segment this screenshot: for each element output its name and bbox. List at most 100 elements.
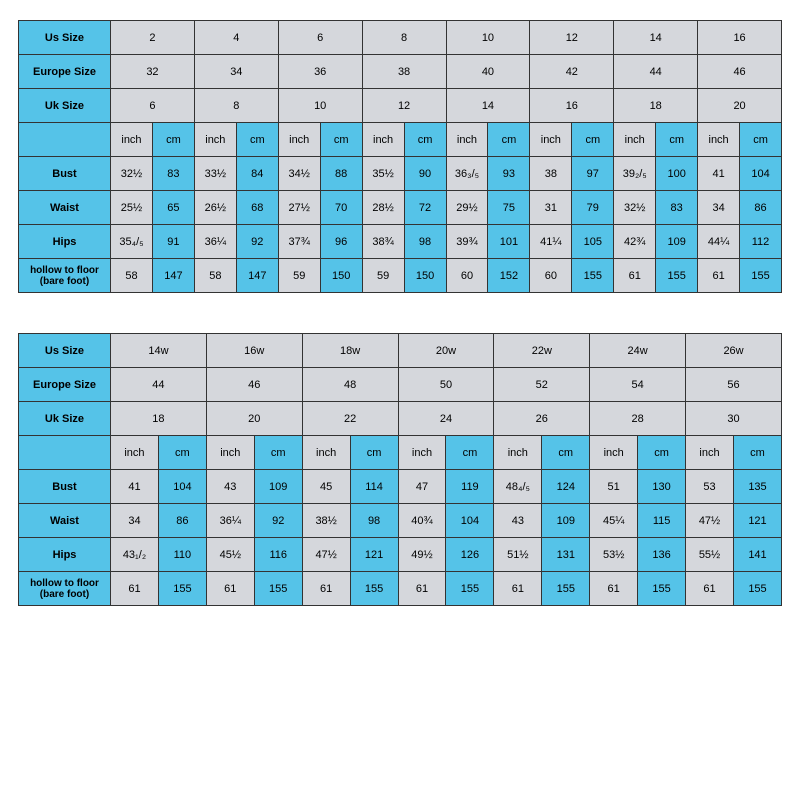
- value-inch: 35½: [362, 157, 404, 191]
- value-cm: 104: [446, 504, 494, 538]
- unit-cm-header: cm: [733, 436, 781, 470]
- value-cm: 97: [572, 157, 614, 191]
- value-inch: 32½: [614, 191, 656, 225]
- value-cm: 130: [638, 470, 686, 504]
- value-cm: 88: [320, 157, 362, 191]
- value-cm: 135: [733, 470, 781, 504]
- value-cm: 121: [733, 504, 781, 538]
- value-inch: 41: [698, 157, 740, 191]
- value-cm: 109: [542, 504, 590, 538]
- value-cm: 109: [254, 470, 302, 504]
- row-label-eu: Europe Size: [19, 55, 111, 89]
- value-inch: 47: [398, 470, 446, 504]
- eu-size-cell: 42: [530, 55, 614, 89]
- uk-size-cell: 10: [278, 89, 362, 123]
- value-inch: 36₃/₅: [446, 157, 488, 191]
- value-inch: 35₄/₅: [111, 225, 153, 259]
- eu-size-cell: 48: [302, 368, 398, 402]
- unit-inch-header: inch: [590, 436, 638, 470]
- value-cm: 155: [656, 259, 698, 293]
- value-cm: 152: [488, 259, 530, 293]
- us-size-cell: 26w: [686, 334, 782, 368]
- value-inch: 58: [111, 259, 153, 293]
- row-label-bust: Bust: [19, 157, 111, 191]
- unit-inch-header: inch: [362, 123, 404, 157]
- value-cm: 150: [320, 259, 362, 293]
- unit-inch-header: inch: [398, 436, 446, 470]
- value-inch: 40¾: [398, 504, 446, 538]
- eu-size-cell: 44: [614, 55, 698, 89]
- value-inch: 41: [111, 470, 159, 504]
- value-inch: 61: [494, 572, 542, 606]
- value-inch: 45¼: [590, 504, 638, 538]
- value-cm: 119: [446, 470, 494, 504]
- value-cm: 84: [236, 157, 278, 191]
- value-cm: 155: [740, 259, 782, 293]
- unit-cm-header: cm: [254, 436, 302, 470]
- uk-size-cell: 28: [590, 402, 686, 436]
- eu-size-cell: 46: [206, 368, 302, 402]
- uk-size-cell: 30: [686, 402, 782, 436]
- value-inch: 51: [590, 470, 638, 504]
- value-inch: 61: [398, 572, 446, 606]
- row-label-uk: Uk Size: [19, 402, 111, 436]
- value-inch: 43₁/₂: [111, 538, 159, 572]
- value-inch: 37¾: [278, 225, 320, 259]
- unit-cm-header: cm: [320, 123, 362, 157]
- value-cm: 131: [542, 538, 590, 572]
- value-cm: 121: [350, 538, 398, 572]
- value-inch: 58: [194, 259, 236, 293]
- us-size-cell: 16: [698, 21, 782, 55]
- uk-size-cell: 26: [494, 402, 590, 436]
- eu-size-cell: 34: [194, 55, 278, 89]
- value-inch: 42¾: [614, 225, 656, 259]
- value-cm: 79: [572, 191, 614, 225]
- value-inch: 61: [614, 259, 656, 293]
- us-size-cell: 8: [362, 21, 446, 55]
- value-inch: 34: [698, 191, 740, 225]
- row-label-waist: Waist: [19, 191, 111, 225]
- value-inch: 38¾: [362, 225, 404, 259]
- eu-size-cell: 36: [278, 55, 362, 89]
- us-size-cell: 18w: [302, 334, 398, 368]
- value-inch: 26½: [194, 191, 236, 225]
- us-size-cell: 14: [614, 21, 698, 55]
- value-cm: 116: [254, 538, 302, 572]
- uk-size-cell: 18: [111, 402, 207, 436]
- us-size-cell: 10: [446, 21, 530, 55]
- unit-cm-header: cm: [656, 123, 698, 157]
- unit-inch-header: inch: [194, 123, 236, 157]
- eu-size-cell: 38: [362, 55, 446, 89]
- value-cm: 114: [350, 470, 398, 504]
- unit-inch-header: inch: [530, 123, 572, 157]
- value-inch: 60: [530, 259, 572, 293]
- value-cm: 136: [638, 538, 686, 572]
- row-label-us: Us Size: [19, 334, 111, 368]
- us-size-cell: 24w: [590, 334, 686, 368]
- uk-size-cell: 20: [206, 402, 302, 436]
- value-inch: 51½: [494, 538, 542, 572]
- unit-cm-header: cm: [236, 123, 278, 157]
- unit-inch-header: inch: [278, 123, 320, 157]
- unit-cm-header: cm: [638, 436, 686, 470]
- value-cm: 96: [320, 225, 362, 259]
- unit-cm-header: cm: [488, 123, 530, 157]
- value-inch: 43: [494, 504, 542, 538]
- us-size-cell: 20w: [398, 334, 494, 368]
- unit-cm-header: cm: [572, 123, 614, 157]
- uk-size-cell: 16: [530, 89, 614, 123]
- value-inch: 36¼: [206, 504, 254, 538]
- eu-size-cell: 32: [111, 55, 195, 89]
- value-inch: 61: [111, 572, 159, 606]
- value-cm: 93: [488, 157, 530, 191]
- value-inch: 45: [302, 470, 350, 504]
- unit-cm-header: cm: [350, 436, 398, 470]
- uk-size-cell: 20: [698, 89, 782, 123]
- value-cm: 104: [158, 470, 206, 504]
- value-cm: 75: [488, 191, 530, 225]
- value-cm: 155: [638, 572, 686, 606]
- row-label-hollow: hollow to floor(bare foot): [19, 572, 111, 606]
- value-cm: 155: [158, 572, 206, 606]
- us-size-cell: 12: [530, 21, 614, 55]
- uk-size-cell: 12: [362, 89, 446, 123]
